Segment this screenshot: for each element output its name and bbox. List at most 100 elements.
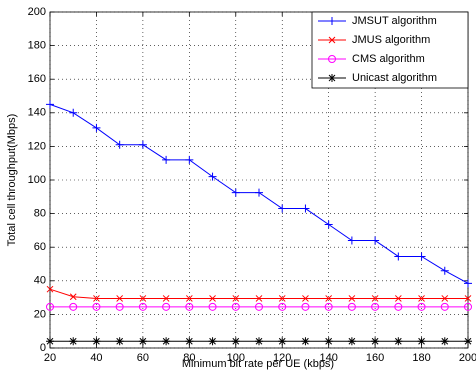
x-tick-label: 60 [137, 352, 149, 364]
y-tick-label: 160 [28, 73, 46, 85]
data-point [232, 295, 240, 302]
data-point [115, 140, 124, 149]
x-tick-label: 160 [366, 352, 384, 364]
data-point [441, 295, 449, 302]
data-point [162, 302, 171, 311]
data-point [185, 155, 194, 164]
data-point [255, 302, 263, 311]
data-point [371, 337, 380, 346]
data-point [440, 337, 449, 346]
data-point [162, 295, 170, 302]
data-point [440, 266, 449, 275]
data-point [115, 337, 124, 346]
x-tick-label: 40 [90, 352, 102, 364]
y-tick-label: 200 [28, 6, 46, 18]
data-point [440, 302, 449, 311]
data-point [255, 188, 263, 197]
data-point [278, 204, 287, 213]
x-tick-label: 120 [273, 352, 291, 364]
data-point [185, 337, 194, 346]
data-point [115, 302, 124, 311]
data-point [394, 252, 403, 261]
data-point [69, 293, 77, 301]
data-point [301, 337, 310, 346]
data-point [69, 108, 78, 117]
data-point [324, 220, 333, 229]
data-point [92, 302, 101, 311]
data-point [69, 302, 78, 311]
y-tick-label: 120 [28, 140, 46, 152]
y-axis-label: Total cell throughput(Mbps) [6, 114, 18, 247]
data-point [394, 295, 402, 302]
data-point [208, 337, 217, 346]
data-point [302, 295, 309, 302]
data-point [278, 337, 287, 346]
data-point [417, 337, 426, 346]
legend-marker [328, 36, 336, 44]
data-point [301, 302, 310, 311]
data-point [464, 279, 472, 288]
data-point [371, 236, 380, 245]
data-point [255, 337, 263, 346]
y-tick-label: 40 [34, 275, 46, 287]
y-tick-label: 80 [34, 208, 46, 220]
data-point [185, 302, 194, 311]
data-point [347, 236, 356, 245]
y-tick-label: 0 [40, 342, 46, 354]
data-point [139, 295, 147, 302]
data-point [46, 302, 54, 311]
legend-label: CMS algorithm [352, 53, 425, 65]
data-point [92, 123, 101, 132]
data-point [162, 155, 171, 164]
data-point [231, 188, 240, 197]
x-axis-label: Minimum bit rate per UE (kbps) [182, 358, 334, 370]
data-point [371, 302, 380, 311]
data-point [394, 337, 403, 346]
data-point [185, 295, 193, 302]
data-point [138, 140, 147, 149]
x-tick-label: 140 [319, 352, 337, 364]
data-point [347, 302, 356, 311]
y-tick-label: 60 [34, 241, 46, 253]
x-tick-label: 80 [183, 352, 195, 364]
data-point [301, 204, 310, 213]
y-tick-label: 100 [28, 174, 46, 186]
data-point [46, 285, 54, 293]
legend-label: JMUS algorithm [352, 34, 430, 46]
data-point [255, 295, 263, 302]
y-tick-label: 20 [34, 308, 46, 320]
data-point [418, 295, 425, 302]
data-point [92, 337, 101, 346]
legend-box [311, 11, 469, 89]
data-point [69, 337, 78, 346]
data-point [162, 337, 171, 346]
data-point [46, 100, 54, 109]
data-point [208, 302, 217, 311]
data-point [138, 302, 147, 311]
data-point [278, 302, 287, 311]
x-tick-label: 180 [412, 352, 430, 364]
data-point [417, 302, 426, 311]
data-point [394, 302, 403, 311]
data-point [371, 295, 379, 302]
data-point [278, 295, 286, 302]
data-point [464, 337, 472, 346]
legend-marker [328, 55, 336, 63]
data-point [324, 337, 333, 346]
data-point [464, 302, 472, 311]
data-point [138, 337, 147, 346]
y-tick-label: 180 [28, 40, 46, 52]
data-point [417, 252, 426, 261]
data-point [231, 337, 240, 346]
legend-label: JMSUT algorithm [352, 15, 437, 27]
legend-label: Unicast algorithm [352, 72, 437, 84]
data-point [348, 295, 356, 302]
data-point [209, 295, 216, 302]
x-tick-label: 20 [44, 352, 56, 364]
data-point [231, 302, 240, 311]
x-tick-label: 100 [227, 352, 245, 364]
x-tick-label: 200 [459, 352, 476, 364]
data-point [324, 302, 333, 311]
